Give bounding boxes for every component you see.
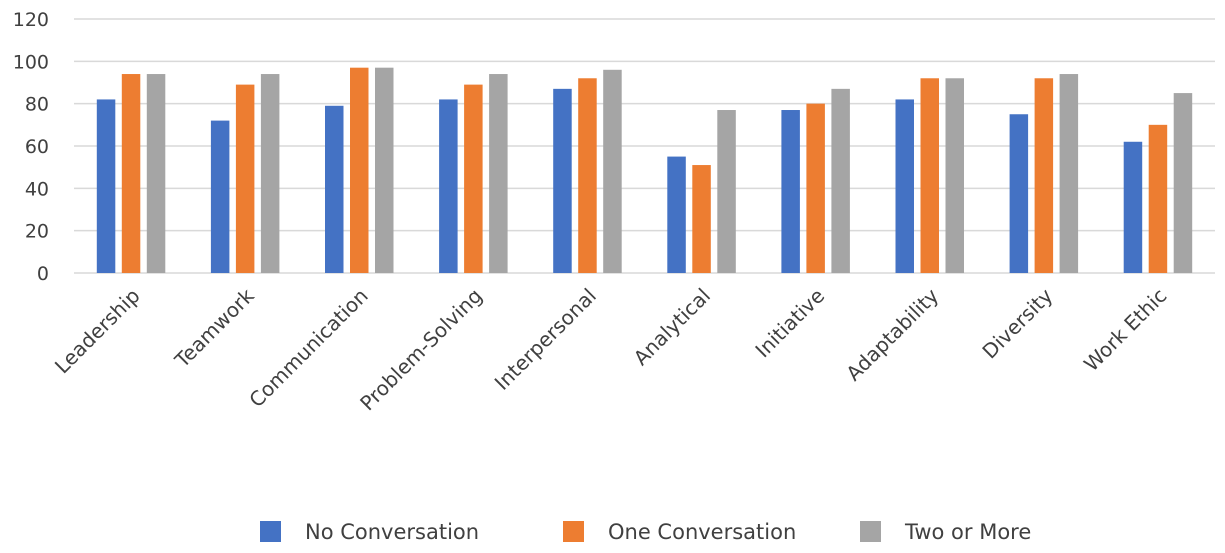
legend-swatch — [260, 521, 281, 542]
bars — [96, 67, 1193, 274]
x-axis-labels: Leadership TeamworkCommunicationProblem-S… — [50, 283, 1172, 415]
x-category-label: Adaptability — [841, 283, 943, 385]
bar-two-or-more-problem-solving — [489, 74, 508, 274]
bar-two-or-more-leadership — [146, 74, 166, 274]
bar-one-conversation-communication — [350, 67, 369, 273]
legend-label: No Conversation — [305, 520, 479, 544]
bar-no-conversation-analytical — [667, 156, 686, 273]
bar-one-conversation-teamwork — [235, 84, 255, 273]
y-axis-ticks: 0 20 40 60 80 100 120 — [13, 9, 49, 285]
bar-two-or-more-work-ethic — [1173, 93, 1193, 273]
bar-one-conversation-analytical — [692, 165, 711, 273]
bar-one-conversation-diversity — [1034, 78, 1054, 274]
legend-swatch — [563, 521, 584, 542]
x-category-label: Work Ethic — [1079, 284, 1171, 376]
bar-two-or-more-communication — [375, 67, 394, 273]
y-tick-label: 120 — [13, 9, 49, 31]
bar-no-conversation-adaptability — [895, 99, 914, 273]
x-category-label: Interpersonal — [490, 284, 601, 395]
x-category-label: Problem-Solving — [355, 284, 487, 416]
bar-no-conversation-communication — [325, 105, 344, 274]
bar-no-conversation-problem-solving — [439, 99, 458, 273]
y-tick-label: 0 — [37, 263, 49, 285]
bar-no-conversation-teamwork — [210, 120, 230, 273]
x-category-label: Teamwork — [169, 283, 259, 373]
bar-two-or-more-analytical — [717, 110, 736, 274]
bar-two-or-more-adaptability — [945, 78, 964, 274]
bar-no-conversation-initiative — [781, 110, 800, 274]
bar-two-or-more-teamwork — [260, 74, 280, 274]
x-category-label: Initiative — [750, 284, 829, 363]
bar-one-conversation-leadership — [121, 74, 141, 274]
legend: No Conversation One Conversation Two or Mo… — [260, 520, 1031, 544]
x-category-label: Leadership — [50, 284, 145, 379]
y-tick-label: 40 — [25, 178, 49, 200]
y-tick-label: 80 — [25, 94, 49, 116]
bar-no-conversation-work-ethic — [1123, 141, 1143, 273]
bar-two-or-more-initiative — [831, 88, 850, 273]
y-tick-label: 60 — [25, 136, 49, 158]
bar-one-conversation-interpersonal — [578, 78, 597, 274]
legend-label: Two or More — [904, 520, 1031, 544]
bar-one-conversation-adaptability — [920, 78, 939, 274]
x-category-label: Communication — [244, 284, 372, 412]
x-category-label: Analytical — [629, 284, 715, 370]
legend-label: One Conversation — [608, 520, 796, 544]
x-category-label: Diversity — [977, 283, 1057, 363]
bar-one-conversation-work-ethic — [1148, 124, 1168, 273]
bar-one-conversation-initiative — [806, 103, 825, 274]
bar-no-conversation-interpersonal — [553, 88, 572, 273]
bar-two-or-more-interpersonal — [603, 69, 622, 273]
bar-no-conversation-leadership — [96, 99, 116, 273]
y-tick-label: 20 — [25, 221, 49, 243]
legend-swatch — [860, 521, 881, 542]
bar-two-or-more-diversity — [1059, 74, 1079, 274]
y-tick-label: 100 — [13, 51, 49, 73]
bar-no-conversation-diversity — [1009, 114, 1029, 273]
bar-one-conversation-problem-solving — [464, 84, 483, 273]
